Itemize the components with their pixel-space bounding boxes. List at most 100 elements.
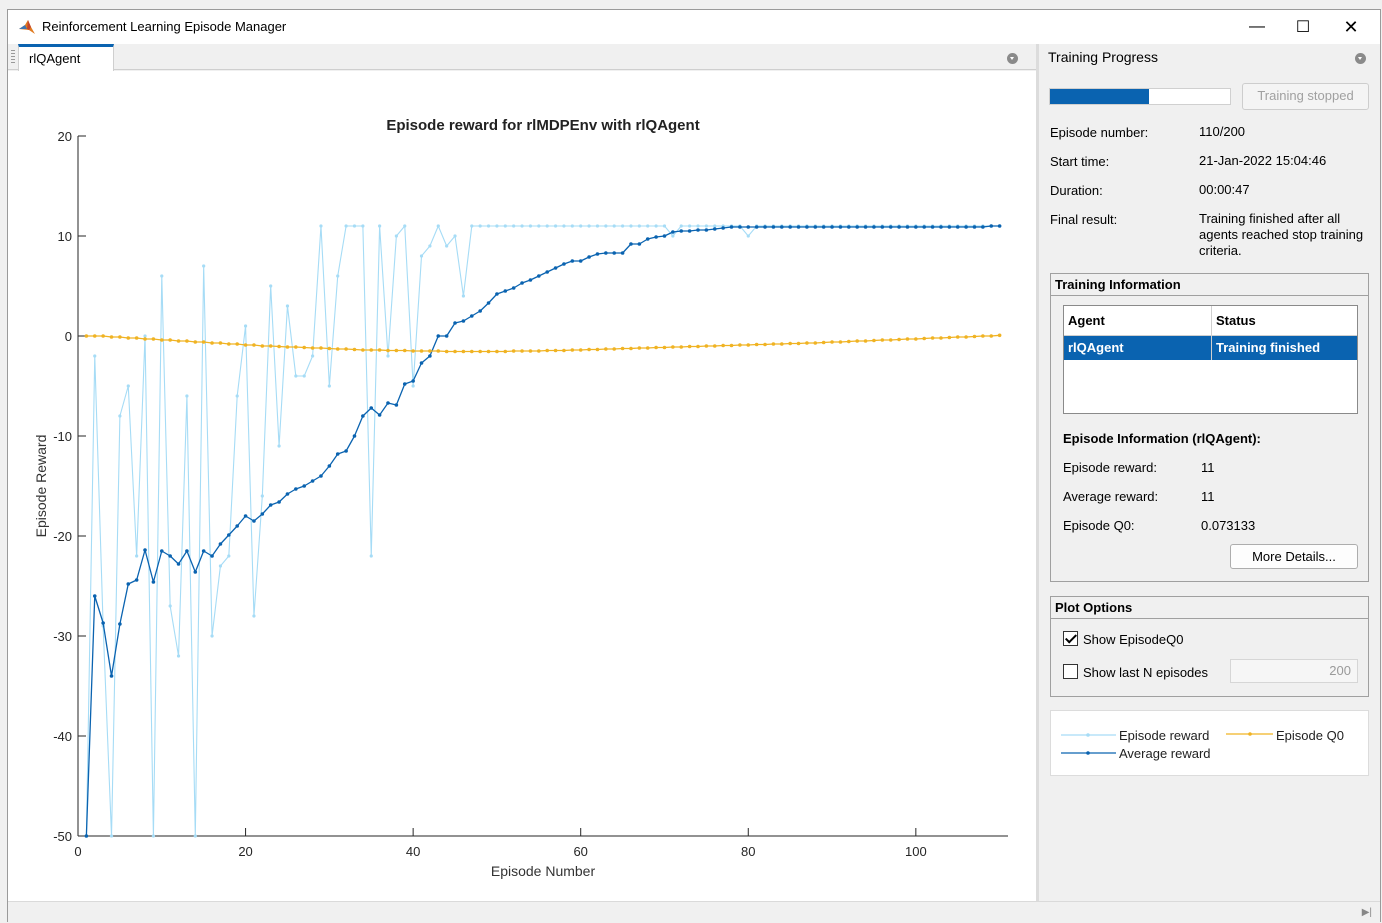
data-point-episode-q0: [914, 337, 918, 341]
data-point-average-reward: [109, 674, 114, 678]
table-row[interactable]: rlQAgent Training finished: [1064, 336, 1357, 360]
data-point-episode-reward: [143, 334, 147, 338]
data-point-average-reward: [218, 542, 223, 546]
legend-marker-average-reward: [1086, 751, 1090, 755]
data-point-average-reward: [939, 225, 943, 229]
data-point-episode-q0: [696, 344, 700, 349]
data-point-episode-q0: [629, 346, 633, 351]
data-point-average-reward: [92, 594, 97, 598]
legend-marker-episode-q0: [1248, 732, 1252, 736]
data-point-episode-q0: [361, 348, 365, 352]
training-stopped-button[interactable]: Training stopped: [1242, 83, 1369, 110]
data-point-episode-q0: [838, 340, 843, 344]
data-point-episode-reward: [344, 224, 348, 228]
column-header-status[interactable]: Status: [1216, 313, 1256, 328]
data-point-episode-reward: [537, 224, 541, 228]
data-point-average-reward: [227, 533, 231, 537]
data-point-episode-q0: [176, 339, 181, 343]
show-last-n-checkbox[interactable]: [1063, 664, 1078, 679]
data-point-episode-q0: [880, 338, 885, 342]
data-point-average-reward: [260, 512, 265, 516]
data-point-episode-reward: [512, 224, 516, 228]
show-last-n-label: Show last N episodes: [1083, 665, 1209, 680]
data-point-episode-reward: [319, 224, 323, 228]
data-point-average-reward: [453, 321, 457, 325]
data-point-average-reward: [629, 242, 633, 246]
chart-title: Episode reward for rlMDPEnv with rlQAgen…: [386, 117, 699, 134]
legend-label-average-reward: Average reward: [1119, 746, 1211, 761]
data-point-average-reward: [763, 225, 767, 229]
data-point-episode-q0: [327, 346, 332, 351]
data-point-episode-reward: [612, 224, 616, 228]
data-point-episode-q0: [436, 349, 441, 353]
panel-options-icon[interactable]: [1355, 53, 1366, 64]
data-point-average-reward: [821, 225, 826, 229]
data-point-episode-reward: [168, 604, 172, 608]
data-point-episode-q0: [712, 344, 717, 348]
panel-options-icon[interactable]: [1007, 53, 1018, 64]
average-reward-value: 11: [1201, 489, 1215, 504]
data-point-episode-reward: [369, 554, 373, 558]
panel-title: Training Progress: [1048, 49, 1158, 65]
data-point-average-reward: [813, 225, 818, 229]
panel-splitter[interactable]: [1036, 44, 1039, 901]
document-tab-bar: rlQAgent: [8, 44, 1036, 71]
data-point-episode-q0: [126, 336, 131, 340]
data-point-average-reward: [302, 484, 307, 488]
progress-fill: [1050, 89, 1149, 104]
data-point-episode-q0: [310, 346, 315, 350]
data-point-average-reward: [520, 281, 524, 285]
data-point-episode-q0: [553, 348, 558, 353]
drag-grip-icon[interactable]: [11, 50, 15, 64]
play-pause-icon[interactable]: ▶|: [1361, 907, 1372, 918]
data-point-episode-reward: [109, 834, 114, 838]
data-point-average-reward: [344, 449, 348, 453]
maximize-button[interactable]: ☐: [1295, 19, 1311, 36]
legend-label-episode-q0: Episode Q0: [1276, 728, 1344, 743]
data-point-average-reward: [863, 225, 868, 229]
show-episode-q0-checkbox[interactable]: [1063, 631, 1078, 646]
data-point-average-reward: [729, 225, 734, 229]
data-point-average-reward: [143, 548, 147, 552]
data-point-episode-q0: [788, 341, 792, 346]
data-point-average-reward: [134, 578, 139, 582]
data-point-average-reward: [654, 235, 658, 239]
matlab-logo-icon: [19, 20, 35, 34]
data-point-average-reward: [880, 225, 885, 229]
close-button[interactable]: ✕: [1343, 16, 1359, 37]
data-point-episode-reward: [671, 234, 675, 238]
column-header-agent[interactable]: Agent: [1068, 313, 1105, 328]
data-point-average-reward: [377, 413, 382, 417]
data-point-average-reward: [478, 309, 482, 313]
data-point-episode-q0: [394, 348, 399, 353]
data-point-average-reward: [201, 549, 206, 553]
tab-label: rlQAgent: [29, 51, 81, 66]
tab-rlqagent[interactable]: rlQAgent: [18, 44, 114, 71]
episode-reward-label: Episode reward:: [1063, 460, 1157, 475]
chart-legend: Episode reward Episode Q0 Average reward: [1050, 710, 1369, 776]
duration-label: Duration:: [1050, 183, 1103, 198]
y-tick-label: -50: [53, 829, 72, 844]
data-point-average-reward: [696, 228, 700, 232]
data-point-average-reward: [687, 229, 692, 233]
last-n-episodes-field[interactable]: 200: [1230, 659, 1358, 683]
data-point-episode-q0: [335, 347, 340, 351]
data-point-average-reward: [495, 292, 499, 296]
legend-marker-episode-reward: [1086, 733, 1090, 737]
data-point-episode-q0: [771, 342, 776, 346]
more-details-button[interactable]: More Details...: [1230, 544, 1358, 569]
minimize-button[interactable]: —: [1249, 18, 1265, 35]
final-result-label: Final result:: [1050, 212, 1118, 227]
data-point-episode-q0: [319, 346, 323, 350]
data-point-episode-q0: [243, 343, 248, 347]
data-point-average-reward: [796, 225, 801, 229]
data-point-average-reward: [394, 403, 399, 407]
data-point-average-reward: [486, 301, 491, 305]
data-point-episode-q0: [671, 345, 675, 349]
plot-options-title: Plot Options: [1051, 597, 1368, 619]
data-point-episode-q0: [268, 344, 273, 348]
data-point-episode-q0: [118, 335, 122, 339]
data-point-episode-q0: [562, 348, 566, 353]
data-point-episode-reward: [478, 224, 482, 228]
x-tick-label: 100: [905, 844, 927, 859]
